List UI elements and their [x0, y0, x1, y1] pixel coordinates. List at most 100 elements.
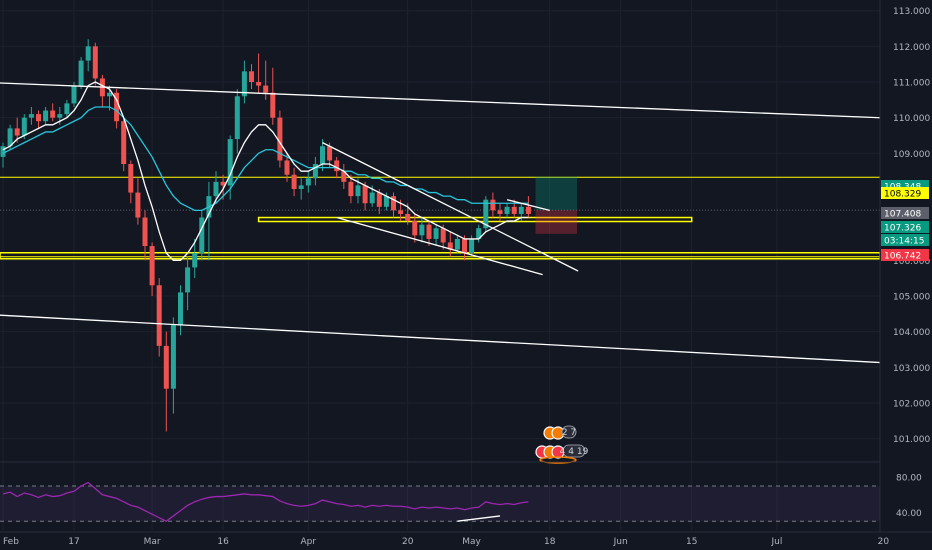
- trend-line[interactable]: [0, 82, 932, 121]
- candle[interactable]: [447, 231, 453, 257]
- candle[interactable]: [320, 139, 325, 172]
- time-tick-label: Mar: [144, 537, 161, 547]
- candle[interactable]: [78, 57, 84, 90]
- candle-body: [483, 199, 489, 229]
- candle[interactable]: [156, 278, 162, 357]
- price-pane[interactable]: 2 7 4 4 19: [0, 0, 932, 530]
- candle-body: [199, 217, 205, 254]
- candle[interactable]: [312, 156, 318, 186]
- candle[interactable]: [412, 213, 418, 243]
- candle[interactable]: [114, 89, 120, 129]
- candle[interactable]: [525, 196, 531, 218]
- candle[interactable]: [284, 153, 290, 182]
- candle[interactable]: [199, 210, 205, 261]
- time-axis[interactable]: Feb 17 Mar 16 Apr 20 May 18 Jun 15 Jul 20: [0, 531, 932, 550]
- price-axis-background: [880, 0, 932, 532]
- candle[interactable]: [50, 103, 56, 122]
- event-count-label: 2 7: [562, 428, 576, 438]
- candle[interactable]: [0, 142, 6, 168]
- time-tick-label: Jul: [770, 537, 782, 547]
- candle-body: [43, 110, 49, 122]
- candle-body: [178, 292, 183, 325]
- candle-body: [114, 92, 120, 122]
- candle-body: [249, 71, 254, 83]
- candle[interactable]: [504, 203, 510, 218]
- candle[interactable]: [85, 39, 91, 72]
- candle[interactable]: [362, 181, 368, 211]
- candle[interactable]: [305, 171, 311, 193]
- candle[interactable]: [419, 217, 425, 243]
- candle[interactable]: [483, 196, 489, 232]
- candle[interactable]: [64, 99, 70, 118]
- candle-body: [107, 92, 112, 97]
- time-tick-label: Jun: [613, 537, 628, 547]
- candle[interactable]: [277, 110, 283, 168]
- candle-body: [291, 174, 297, 189]
- trend-line[interactable]: [506, 199, 550, 212]
- event-markers[interactable]: 2 7 4 4 19: [535, 425, 589, 464]
- candle[interactable]: [497, 203, 503, 222]
- price-label-text: 107.326: [884, 224, 921, 234]
- candle-body: [369, 192, 375, 204]
- position-target-zone[interactable]: [535, 176, 578, 211]
- candle[interactable]: [142, 210, 148, 261]
- candle-body: [298, 185, 304, 189]
- event-count-badge: [561, 425, 577, 439]
- candle-body: [476, 228, 482, 239]
- candle[interactable]: [178, 285, 183, 336]
- candle-body: [355, 185, 361, 197]
- candle[interactable]: [241, 60, 247, 104]
- candle[interactable]: [433, 224, 439, 247]
- trend-line[interactable]: [322, 142, 579, 272]
- candle[interactable]: [298, 178, 304, 200]
- candle[interactable]: [192, 238, 198, 279]
- ema-line: [2, 81, 529, 261]
- event-marker-bottom[interactable]: 4 4 19: [535, 444, 589, 464]
- candle[interactable]: [128, 160, 134, 204]
- candle[interactable]: [426, 221, 432, 247]
- candle[interactable]: [348, 174, 354, 204]
- candle[interactable]: [270, 67, 276, 125]
- candle[interactable]: [454, 235, 460, 254]
- candle[interactable]: [170, 317, 176, 414]
- candle[interactable]: [341, 164, 347, 189]
- rsi-pane[interactable]: [0, 481, 880, 522]
- position-stop-zone[interactable]: [535, 210, 578, 234]
- resistance-zone[interactable]: [257, 216, 693, 223]
- candle[interactable]: [291, 167, 297, 197]
- price-axis[interactable]: 113.000 112.000 111.000 110.000 109.000 106.0…: [879, 0, 932, 532]
- trend-line[interactable]: [0, 314, 932, 367]
- candle[interactable]: [43, 106, 49, 125]
- candle[interactable]: [28, 106, 34, 125]
- price-tick-labels: 113.000 112.000 111.000 110.000 109.000 106.0…: [893, 7, 930, 445]
- candle[interactable]: [36, 110, 41, 129]
- trend-lines[interactable]: [0, 82, 932, 367]
- candle-body: [128, 164, 134, 193]
- candle-body: [305, 178, 311, 186]
- long-position-tool[interactable]: [535, 176, 578, 234]
- candle[interactable]: [185, 256, 191, 311]
- candle[interactable]: [121, 117, 127, 172]
- rsi-trend-line[interactable]: [457, 515, 501, 522]
- candle[interactable]: [213, 171, 219, 204]
- price-tick-label: 102.000: [893, 399, 930, 409]
- candle-body: [78, 60, 84, 86]
- time-tick-label: May: [462, 537, 481, 547]
- trend-line[interactable]: [336, 216, 543, 276]
- candle[interactable]: [249, 64, 254, 90]
- candle[interactable]: [163, 331, 169, 432]
- price-label-text: 03:14:15: [884, 237, 924, 247]
- candle[interactable]: [92, 42, 98, 86]
- candle[interactable]: [256, 53, 262, 93]
- candle[interactable]: [149, 242, 155, 296]
- event-marker-top[interactable]: 2 7: [543, 425, 577, 440]
- candle[interactable]: [490, 192, 496, 218]
- candle[interactable]: [391, 192, 396, 218]
- candle[interactable]: [135, 178, 141, 225]
- time-tick-label: 15: [686, 537, 697, 547]
- candle-body: [170, 324, 176, 389]
- candle[interactable]: [234, 89, 240, 154]
- event-count-label: 4 4 19: [560, 447, 589, 457]
- candle-body: [234, 96, 240, 140]
